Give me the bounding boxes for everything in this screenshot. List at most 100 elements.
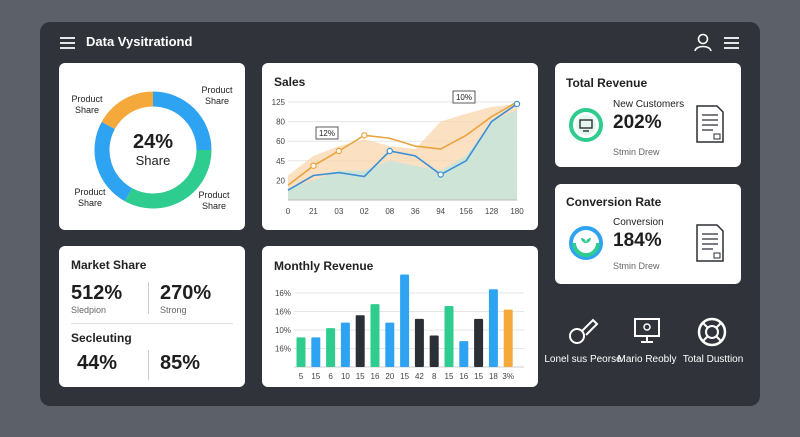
sales-chart: 20 45 60 80 125 0 21 03 02 08 36 94 156 128 180 12% 10% bbox=[272, 90, 524, 216]
metric-value: 202% bbox=[613, 112, 662, 133]
card-subtitle: Secleuting bbox=[71, 331, 132, 345]
point bbox=[361, 132, 368, 139]
x-tick-label: 15 bbox=[474, 372, 483, 381]
stat-value: 85% bbox=[160, 352, 201, 374]
bar bbox=[474, 318, 484, 367]
user-icon[interactable] bbox=[692, 32, 714, 52]
bar bbox=[400, 274, 410, 367]
y-tick-label: 20 bbox=[276, 176, 285, 185]
donut-segment bbox=[152, 91, 212, 151]
point bbox=[513, 100, 521, 108]
app-title: Data Vysitrationd bbox=[86, 34, 193, 49]
metric-footer: Stmin Drew bbox=[613, 147, 660, 157]
bar bbox=[370, 304, 380, 367]
key-icon[interactable] bbox=[566, 314, 600, 348]
x-tick-label: 180 bbox=[510, 207, 524, 216]
segment-label: Product Share bbox=[74, 187, 106, 208]
bar bbox=[355, 315, 365, 367]
lifebuoy-icon[interactable] bbox=[695, 315, 729, 349]
bar bbox=[444, 305, 454, 367]
conversion-rate-card: Conversion Rate Conversion 184% Stmin Dr… bbox=[555, 184, 741, 284]
total-revenue-card: Total Revenue New Customers 202% Stmin D… bbox=[555, 63, 741, 167]
segment-label: Product Share bbox=[201, 85, 233, 106]
card-title: Total Revenue bbox=[566, 76, 648, 90]
divider bbox=[148, 350, 149, 380]
x-tick-label: 18 bbox=[489, 372, 498, 381]
x-tick-label: 42 bbox=[415, 372, 424, 381]
x-tick-label: 15 bbox=[356, 372, 365, 381]
x-tick-label: 16 bbox=[371, 372, 380, 381]
monthly-revenue-card: Monthly Revenue 16% 10% 16% 16% 5 15 6 10 15 16 20… bbox=[262, 246, 538, 387]
y-tick-label: 125 bbox=[272, 98, 286, 107]
center-value: 24% bbox=[132, 131, 174, 153]
y-tick-label: 45 bbox=[276, 157, 285, 166]
stat-value: 270% bbox=[160, 282, 212, 304]
point bbox=[437, 171, 444, 178]
annotation-box bbox=[315, 126, 339, 140]
bar bbox=[340, 322, 350, 367]
monitor-icon bbox=[569, 108, 603, 142]
x-tick-label: 3% bbox=[502, 372, 514, 381]
bar bbox=[459, 341, 469, 367]
divider bbox=[148, 282, 149, 314]
y-tick-label: 16% bbox=[275, 308, 291, 317]
annotation-box bbox=[452, 90, 476, 104]
card-title: Monthly Revenue bbox=[274, 259, 374, 273]
point bbox=[310, 162, 317, 169]
bar bbox=[385, 322, 395, 367]
segment-label: Product Share bbox=[71, 94, 103, 115]
bar bbox=[503, 309, 513, 367]
bar bbox=[326, 328, 336, 367]
x-tick-label: 6 bbox=[328, 372, 333, 381]
donut-segment bbox=[101, 91, 154, 130]
stat-label: Sledpion bbox=[71, 305, 107, 315]
x-tick-label: 0 bbox=[286, 207, 291, 216]
x-tick-label: 128 bbox=[485, 207, 499, 216]
shortcut-label[interactable]: Lonel sus Peorse bbox=[544, 354, 622, 365]
metric-value: 184% bbox=[613, 230, 662, 251]
point bbox=[386, 147, 393, 155]
monitor-icon[interactable] bbox=[632, 316, 662, 346]
x-tick-label: 15 bbox=[445, 372, 454, 381]
menu-icon[interactable] bbox=[58, 35, 78, 51]
stat-value: 44% bbox=[77, 352, 118, 374]
stat-value: 512% bbox=[71, 282, 123, 304]
x-tick-label: 21 bbox=[309, 207, 318, 216]
bar bbox=[414, 318, 424, 367]
donut-segment bbox=[94, 121, 133, 202]
options-icon[interactable] bbox=[722, 35, 742, 51]
y-tick-label: 16% bbox=[275, 345, 291, 354]
sales-card: Sales 20 45 60 80 125 0 21 03 02 08 36 94 156 128 180 1… bbox=[262, 63, 538, 230]
x-tick-label: 36 bbox=[411, 207, 420, 216]
x-tick-label: 02 bbox=[360, 207, 369, 216]
shortcut-label[interactable]: Total Dusttion bbox=[682, 354, 744, 365]
x-tick-label: 10 bbox=[341, 372, 350, 381]
x-tick-label: 156 bbox=[459, 207, 473, 216]
metric-label: Conversion bbox=[613, 217, 664, 228]
y-tick-label: 10% bbox=[275, 326, 291, 335]
divider bbox=[71, 323, 233, 324]
donut-chart bbox=[94, 91, 212, 209]
bar bbox=[311, 337, 321, 367]
point bbox=[335, 147, 343, 155]
y-tick-label: 16% bbox=[275, 289, 291, 298]
x-tick-label: 8 bbox=[432, 372, 437, 381]
document-icon bbox=[696, 105, 724, 143]
x-tick-label: 5 bbox=[299, 372, 304, 381]
area bbox=[288, 109, 517, 200]
bar bbox=[488, 289, 498, 367]
bar bbox=[429, 335, 439, 367]
leaf-icon bbox=[569, 226, 603, 260]
document-icon bbox=[696, 224, 724, 262]
annotation: 10% bbox=[456, 93, 472, 102]
card-title: Market Share bbox=[71, 258, 147, 272]
card-title: Conversion Rate bbox=[566, 195, 662, 209]
x-tick-label: 16 bbox=[459, 372, 468, 381]
shortcut-label[interactable]: Mario Reobly bbox=[617, 354, 677, 365]
metric-label: New Customers bbox=[613, 99, 685, 110]
annotation: 12% bbox=[319, 129, 335, 138]
card-title: Sales bbox=[274, 75, 306, 89]
market-share-card: Market Share 512% Sledpion 270% Strong S… bbox=[59, 246, 245, 387]
line bbox=[287, 103, 518, 191]
